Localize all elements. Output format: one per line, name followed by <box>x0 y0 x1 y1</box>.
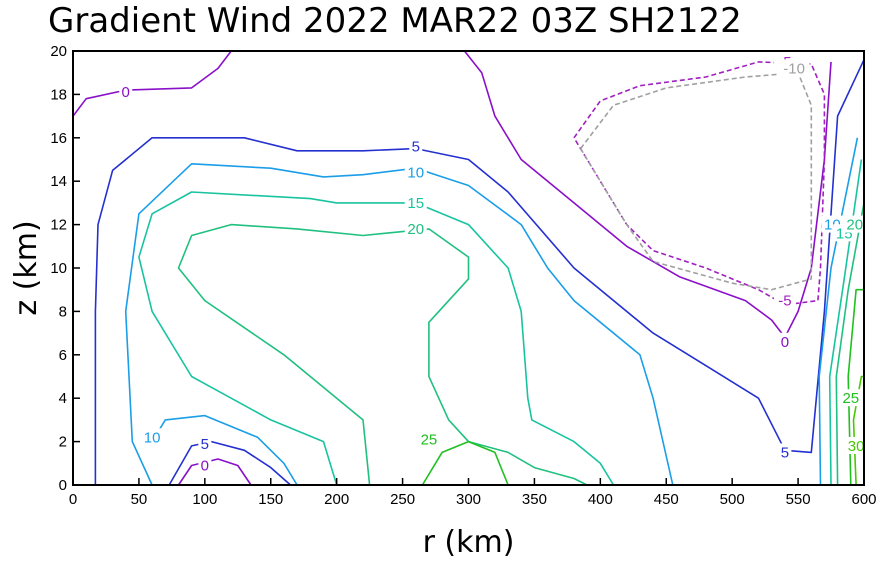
y-tick-label: 18 <box>50 86 67 103</box>
contour-line-15-0 <box>138 191 615 486</box>
x-axis-label: r (km) <box>423 525 515 560</box>
contour-label-bg <box>845 436 868 454</box>
contour-label-20: 20 <box>407 221 424 238</box>
contour-label-bg <box>198 456 212 474</box>
contour-label-bg <box>773 291 796 309</box>
contour-line-15-1 <box>828 159 863 486</box>
contour-label-bg <box>839 389 862 407</box>
contour-line-10-1 <box>151 414 298 486</box>
contour-label-bg <box>404 163 427 181</box>
y-tick-label: 6 <box>59 347 67 364</box>
contour-line-25-1 <box>847 288 864 486</box>
contour-label-0: 0 <box>122 84 130 101</box>
contour-label-bg <box>843 215 866 233</box>
contour-label-bg <box>778 332 792 350</box>
x-tick-label: 150 <box>258 491 283 508</box>
contour-label-bg <box>404 219 427 237</box>
x-tick-label: 300 <box>456 491 481 508</box>
contour-label-bg <box>417 430 440 448</box>
contour-line-20-0 <box>177 223 588 486</box>
x-axis: 0 50 100 150 200 250 300 350 400 450 500 550 600 <box>69 478 877 508</box>
contour-label-5: 5 <box>412 138 420 155</box>
x-tick-label: 250 <box>390 491 415 508</box>
contour-line-neg5-0 <box>573 61 826 306</box>
contour-label-20: 20 <box>846 217 863 234</box>
contour-label-0: 0 <box>201 457 209 474</box>
x-tick-label: 400 <box>588 491 613 508</box>
x-tick-label: 100 <box>192 491 217 508</box>
contour-label-30: 30 <box>848 438 865 455</box>
y-tick-label: 16 <box>50 130 67 147</box>
x-tick-label: 500 <box>720 491 745 508</box>
x-tick-label: 600 <box>851 491 876 508</box>
contour-label-bg <box>778 59 810 77</box>
contour-label-5: 5 <box>201 436 209 453</box>
x-tick-label: 550 <box>786 491 811 508</box>
contour-line-0-1 <box>463 50 832 339</box>
contour-label-10: 10 <box>144 429 161 446</box>
contour-line-25-0 <box>421 440 509 486</box>
contour-line-neg10-0 <box>579 71 813 291</box>
contour-label-25: 25 <box>842 390 859 407</box>
x-tick-label: 450 <box>654 491 679 508</box>
contour-label-bg <box>778 443 792 461</box>
contour-line-10-2 <box>818 137 859 486</box>
contour-lines <box>72 50 865 486</box>
y-tick-label: 14 <box>50 173 67 190</box>
contour-label-25: 25 <box>421 431 438 448</box>
contour-line-20-1 <box>835 202 865 486</box>
contour-label-bg <box>141 428 164 446</box>
contour-line-5-0 <box>94 59 865 485</box>
chart-title: Gradient Wind 2022 MAR22 03Z SH2122 <box>48 1 742 41</box>
contour-label-10: 10 <box>407 165 424 182</box>
y-tick-label: 12 <box>50 217 67 234</box>
y-tick-label: 20 <box>50 43 67 60</box>
x-tick-label: 350 <box>522 491 547 508</box>
y-tick-label: 0 <box>59 477 67 494</box>
contour-label-neg5: -5 <box>778 293 791 310</box>
contour-label-bg <box>409 137 423 155</box>
contour-label-neg10: -10 <box>783 60 805 77</box>
contour-label-0: 0 <box>781 334 789 351</box>
x-tick-label: 0 <box>69 491 77 508</box>
contour-label-5: 5 <box>781 444 789 461</box>
contour-line-0-0 <box>72 50 232 117</box>
contour-label-bg <box>404 193 427 211</box>
x-tick-label: 200 <box>324 491 349 508</box>
x-tick-label: 50 <box>131 491 148 508</box>
y-axis-label: z (km) <box>9 220 44 315</box>
contour-line-0-2 <box>177 458 252 486</box>
y-tick-label: 4 <box>59 390 67 407</box>
y-tick-label: 8 <box>59 303 67 320</box>
y-tick-label: 10 <box>50 260 67 277</box>
contour-line-5-1 <box>168 440 292 486</box>
contour-label-bg <box>198 434 212 452</box>
contour-label-15: 15 <box>407 195 424 212</box>
y-axis: 0 2 4 6 8 10 12 14 16 18 20 <box>50 43 80 494</box>
contour-line-10-0 <box>124 163 674 486</box>
y-tick-label: 2 <box>59 434 67 451</box>
contour-label-bg <box>119 83 133 101</box>
